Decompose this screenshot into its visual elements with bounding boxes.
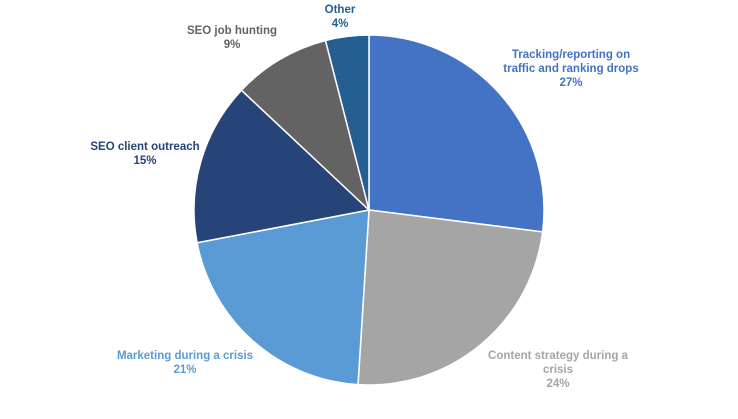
pie-slice-seo-job-hunting xyxy=(240,39,371,213)
label-other: Other 4% xyxy=(300,3,380,31)
label-seo-job-hunting-name: SEO job hunting xyxy=(186,25,278,37)
label-seo-job-hunting: SEO job hunting 9% xyxy=(172,24,292,52)
pie-slice-other xyxy=(324,34,370,211)
pie-slice-content-strategy-during-a-crisis xyxy=(357,209,544,386)
label-marketing-crisis-name: Marketing during a crisis xyxy=(116,350,254,362)
label-seo-client-outreach-pct: 15% xyxy=(133,155,157,167)
label-content-strategy-name: Content strategy during a crisis xyxy=(488,350,628,376)
label-seo-client-outreach: SEO client outreach 15% xyxy=(70,140,220,168)
label-marketing-crisis: Marketing during a crisis 21% xyxy=(110,349,260,377)
pie-slice-marketing-during-a-crisis xyxy=(196,209,370,386)
label-marketing-crisis-pct: 21% xyxy=(173,364,197,376)
label-seo-job-hunting-pct: 9% xyxy=(223,39,241,51)
label-tracking-reporting-name: Tracking/reporting on traffic and rankin… xyxy=(503,49,639,75)
pie-slice-seo-client-outreach xyxy=(193,89,371,244)
label-other-pct: 4% xyxy=(331,18,349,30)
label-seo-client-outreach-name: SEO client outreach xyxy=(90,141,200,153)
label-content-strategy: Content strategy during a crisis 24% xyxy=(483,349,633,391)
label-tracking-reporting: Tracking/reporting on traffic and rankin… xyxy=(496,48,646,90)
label-other-name: Other xyxy=(324,4,356,16)
label-tracking-reporting-pct: 27% xyxy=(559,77,583,89)
label-content-strategy-pct: 24% xyxy=(546,378,570,390)
pie-slice-tracking-reporting-on-traffic-and-ranking-drops xyxy=(368,34,545,233)
